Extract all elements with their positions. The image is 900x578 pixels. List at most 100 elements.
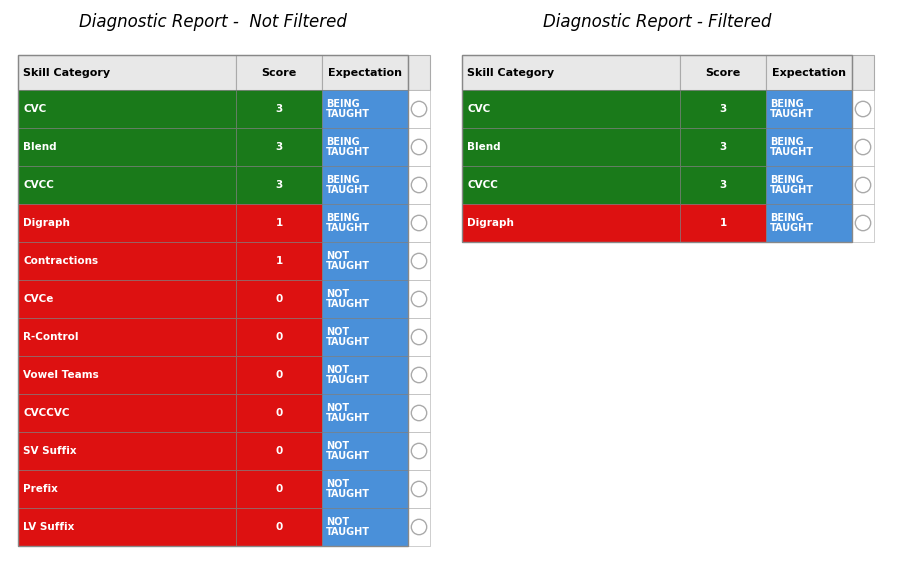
Text: Blend: Blend <box>23 142 57 152</box>
Circle shape <box>411 443 427 459</box>
Text: NOT
TAUGHT: NOT TAUGHT <box>326 440 370 461</box>
Text: BEING
TAUGHT: BEING TAUGHT <box>326 136 370 157</box>
Bar <box>408 204 430 242</box>
Circle shape <box>411 329 427 344</box>
Text: Diagnostic Report - Filtered: Diagnostic Report - Filtered <box>543 13 771 31</box>
Text: BEING
TAUGHT: BEING TAUGHT <box>326 175 370 195</box>
Text: NOT
TAUGHT: NOT TAUGHT <box>326 365 370 386</box>
Bar <box>237 356 322 394</box>
Bar <box>852 90 874 128</box>
Text: 0: 0 <box>275 446 283 456</box>
Bar <box>852 55 874 90</box>
Text: CVCC: CVCC <box>23 180 54 190</box>
Bar <box>237 166 322 204</box>
Circle shape <box>855 101 870 117</box>
Bar <box>237 242 322 280</box>
Text: Digraph: Digraph <box>467 218 514 228</box>
Text: 1: 1 <box>720 218 727 228</box>
Text: BEING
TAUGHT: BEING TAUGHT <box>326 99 370 120</box>
Bar <box>766 90 852 128</box>
Text: CVC: CVC <box>23 104 46 114</box>
Bar <box>408 356 430 394</box>
Text: NOT
TAUGHT: NOT TAUGHT <box>326 517 370 538</box>
Bar <box>408 470 430 508</box>
Bar <box>408 128 430 166</box>
Text: CVC: CVC <box>467 104 491 114</box>
Bar <box>18 128 237 166</box>
Bar <box>408 55 430 90</box>
Text: 0: 0 <box>275 408 283 418</box>
Bar <box>462 128 680 166</box>
Bar <box>408 90 430 128</box>
Bar <box>18 394 237 432</box>
Bar <box>322 432 408 470</box>
Bar <box>680 204 766 242</box>
Bar <box>237 55 322 90</box>
Bar <box>18 280 237 318</box>
Text: Digraph: Digraph <box>23 218 70 228</box>
Text: NOT
TAUGHT: NOT TAUGHT <box>326 327 370 347</box>
Circle shape <box>411 519 427 535</box>
Text: Blend: Blend <box>467 142 500 152</box>
Bar <box>322 166 408 204</box>
Text: Score: Score <box>706 68 741 77</box>
Bar <box>322 242 408 280</box>
Text: SV Suffix: SV Suffix <box>23 446 76 456</box>
Circle shape <box>855 139 870 155</box>
Bar <box>462 166 680 204</box>
Bar <box>322 55 408 90</box>
Circle shape <box>411 253 427 269</box>
Bar <box>322 90 408 128</box>
Bar <box>322 470 408 508</box>
Text: 0: 0 <box>275 370 283 380</box>
Bar <box>322 318 408 356</box>
Text: BEING
TAUGHT: BEING TAUGHT <box>770 99 814 120</box>
Text: Skill Category: Skill Category <box>467 68 554 77</box>
Bar <box>408 394 430 432</box>
Bar <box>322 204 408 242</box>
Bar <box>322 394 408 432</box>
Text: NOT
TAUGHT: NOT TAUGHT <box>326 251 370 272</box>
Bar <box>237 128 322 166</box>
Circle shape <box>411 405 427 421</box>
Bar <box>852 204 874 242</box>
Bar <box>408 432 430 470</box>
Bar <box>766 166 852 204</box>
Text: Expectation: Expectation <box>328 68 402 77</box>
Bar <box>408 242 430 280</box>
Bar <box>322 508 408 546</box>
Text: 0: 0 <box>275 522 283 532</box>
Text: BEING
TAUGHT: BEING TAUGHT <box>770 213 814 234</box>
Text: 1: 1 <box>275 256 283 266</box>
Text: R-Control: R-Control <box>23 332 78 342</box>
Circle shape <box>411 291 427 307</box>
Text: 0: 0 <box>275 484 283 494</box>
Bar <box>18 166 237 204</box>
Text: CVCCVC: CVCCVC <box>23 408 69 418</box>
Text: 3: 3 <box>720 142 727 152</box>
Circle shape <box>411 101 427 117</box>
Bar <box>408 280 430 318</box>
Circle shape <box>411 139 427 155</box>
Bar <box>237 470 322 508</box>
Circle shape <box>411 177 427 192</box>
Text: 1: 1 <box>275 218 283 228</box>
Text: Vowel Teams: Vowel Teams <box>23 370 99 380</box>
Bar <box>852 166 874 204</box>
Circle shape <box>855 177 870 192</box>
Bar <box>462 55 680 90</box>
Circle shape <box>411 481 427 497</box>
Text: Expectation: Expectation <box>772 68 846 77</box>
Text: BEING
TAUGHT: BEING TAUGHT <box>770 175 814 195</box>
Bar <box>18 470 237 508</box>
Bar <box>462 55 852 242</box>
Bar <box>237 432 322 470</box>
Text: Skill Category: Skill Category <box>23 68 110 77</box>
Text: 3: 3 <box>720 104 727 114</box>
Text: 0: 0 <box>275 332 283 342</box>
Bar <box>322 128 408 166</box>
Bar <box>18 318 237 356</box>
Bar <box>408 318 430 356</box>
Bar <box>237 508 322 546</box>
Bar <box>18 55 237 90</box>
